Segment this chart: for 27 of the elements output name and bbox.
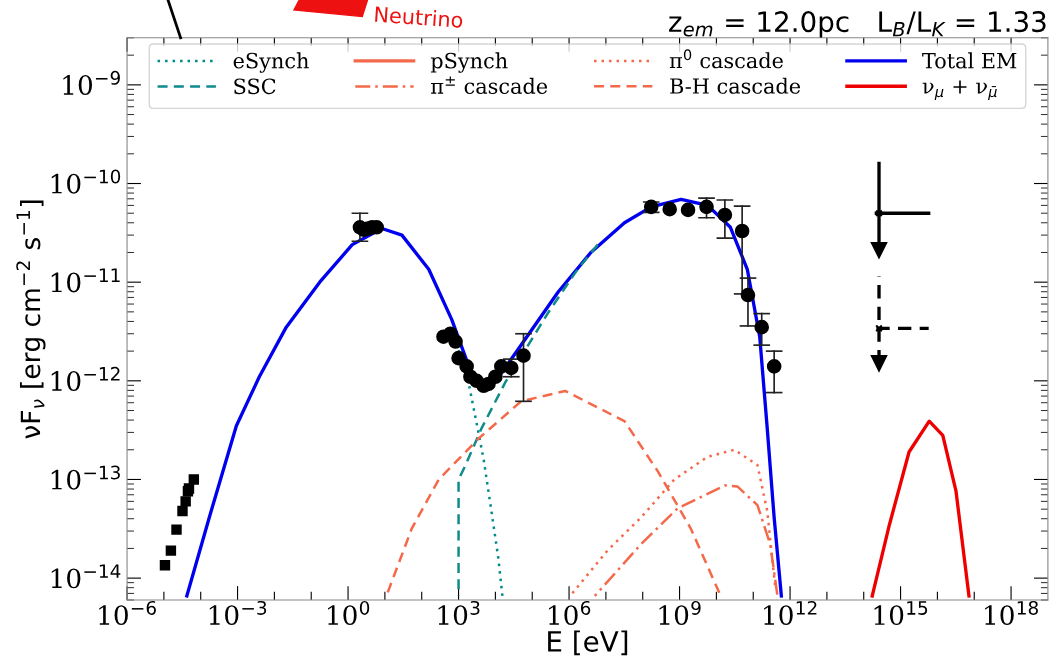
x-tick-label: 10$^{6}$ (549, 600, 591, 626)
legend-label: ν$_{μ}$ + ν$_{μ̄}$ (922, 80, 997, 100)
x-tick-label: 10$^{18}$ (985, 600, 1038, 626)
legend-label: pSynch (430, 52, 508, 73)
y-tick-label: 10$^{−9}$ (63, 70, 120, 96)
x-tick-label: 10$^{3}$ (438, 600, 480, 626)
y-axis-title: νF$_{ν}$ [erg cm$^{−2}$ s$^{−1}$] (16, 200, 46, 439)
legend-label: π$^{0}$ cascade (669, 49, 783, 69)
x-tick-label: 10$^{9}$ (659, 600, 701, 626)
y-tick-label: 10$^{−11}$ (51, 268, 120, 293)
x-tick-label: 10$^{0}$ (328, 600, 370, 626)
legend-label: π$^{±}$ cascade (431, 76, 548, 94)
legend-label: SSC (234, 78, 276, 95)
y-tick-label: 10$^{−12}$ (51, 366, 120, 392)
y-tick-label: 10$^{−14}$ (51, 564, 121, 589)
text: Neutrino (375, 5, 463, 29)
x-axis-title: E [eV] (548, 630, 628, 656)
legend-label: eSynch (233, 52, 309, 73)
x-tick-label: 10$^{12}$ (764, 600, 817, 626)
legend-label: B-H cascade (670, 77, 801, 94)
y-tick-label: 10$^{−10}$ (51, 169, 121, 194)
x-tick-label: 10$^{−6}$ (99, 600, 156, 626)
x-tick-label: 10$^{15}$ (874, 601, 928, 626)
legend-label: Total EM (922, 52, 1017, 69)
y-tick-label: 10$^{−13}$ (51, 465, 120, 490)
chart-title: z$_{em}$ = 12.0pc L$_{B}$/L$_{K}$ = 1.33 (669, 11, 1046, 38)
x-tick-label: 10$^{−3}$ (209, 600, 267, 626)
